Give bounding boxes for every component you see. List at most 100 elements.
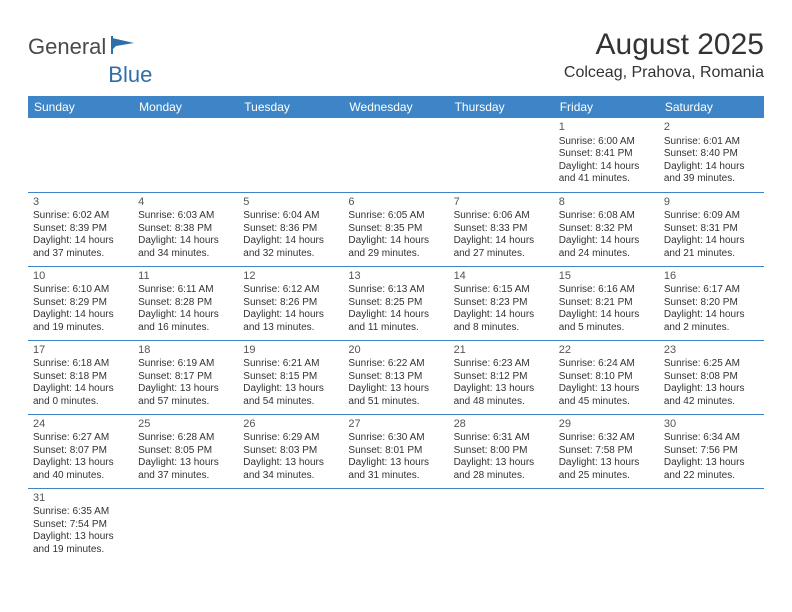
calendar-cell: 4Sunrise: 6:03 AMSunset: 8:38 PMDaylight… (133, 192, 238, 266)
daylight-text: Daylight: 14 hours (454, 309, 549, 322)
sunset-text: Sunset: 8:17 PM (138, 371, 233, 384)
sunrise-text: Sunrise: 6:35 AM (33, 506, 128, 519)
calendar-cell: 27Sunrise: 6:30 AMSunset: 8:01 PMDayligh… (343, 414, 448, 488)
calendar-cell: 25Sunrise: 6:28 AMSunset: 8:05 PMDayligh… (133, 414, 238, 488)
daylight-text: Daylight: 14 hours (664, 309, 759, 322)
daylight-text: and 19 minutes. (33, 322, 128, 335)
day-number: 11 (138, 270, 233, 284)
daylight-text: Daylight: 13 hours (664, 383, 759, 396)
calendar-cell: 3Sunrise: 6:02 AMSunset: 8:39 PMDaylight… (28, 192, 133, 266)
daylight-text: Daylight: 14 hours (454, 235, 549, 248)
calendar-row: 1Sunrise: 6:00 AMSunset: 8:41 PMDaylight… (28, 118, 764, 192)
sunset-text: Sunset: 8:03 PM (243, 445, 338, 458)
day-number: 5 (243, 196, 338, 210)
sunset-text: Sunset: 8:08 PM (664, 371, 759, 384)
sunrise-text: Sunrise: 6:06 AM (454, 210, 549, 223)
sunset-text: Sunset: 8:12 PM (454, 371, 549, 384)
daylight-text: and 29 minutes. (348, 248, 443, 261)
daylight-text: Daylight: 13 hours (138, 383, 233, 396)
daylight-text: and 24 minutes. (559, 248, 654, 261)
calendar-cell: 12Sunrise: 6:12 AMSunset: 8:26 PMDayligh… (238, 266, 343, 340)
calendar-cell-empty (238, 488, 343, 562)
weekday-header: Tuesday (238, 96, 343, 118)
sunrise-text: Sunrise: 6:29 AM (243, 432, 338, 445)
weekday-header: Thursday (449, 96, 554, 118)
calendar-cell: 18Sunrise: 6:19 AMSunset: 8:17 PMDayligh… (133, 340, 238, 414)
sunset-text: Sunset: 8:05 PM (138, 445, 233, 458)
calendar-cell: 24Sunrise: 6:27 AMSunset: 8:07 PMDayligh… (28, 414, 133, 488)
sunrise-text: Sunrise: 6:11 AM (138, 284, 233, 297)
calendar-page: General August 2025 Colceag, Prahova, Ro… (0, 0, 792, 562)
sunset-text: Sunset: 8:32 PM (559, 223, 654, 236)
month-title: August 2025 (564, 28, 764, 62)
calendar-head: SundayMondayTuesdayWednesdayThursdayFrid… (28, 96, 764, 118)
daylight-text: and 2 minutes. (664, 322, 759, 335)
title-block: August 2025 Colceag, Prahova, Romania (564, 28, 764, 82)
sunrise-text: Sunrise: 6:00 AM (559, 136, 654, 149)
sunset-text: Sunset: 8:35 PM (348, 223, 443, 236)
sunset-text: Sunset: 7:56 PM (664, 445, 759, 458)
daylight-text: Daylight: 13 hours (559, 457, 654, 470)
daylight-text: and 27 minutes. (454, 248, 549, 261)
sunset-text: Sunset: 8:00 PM (454, 445, 549, 458)
daylight-text: Daylight: 13 hours (33, 531, 128, 544)
sunrise-text: Sunrise: 6:32 AM (559, 432, 654, 445)
sunrise-text: Sunrise: 6:31 AM (454, 432, 549, 445)
sunrise-text: Sunrise: 6:15 AM (454, 284, 549, 297)
sunrise-text: Sunrise: 6:01 AM (664, 136, 759, 149)
day-number: 29 (559, 418, 654, 432)
sunset-text: Sunset: 8:38 PM (138, 223, 233, 236)
sunrise-text: Sunrise: 6:09 AM (664, 210, 759, 223)
sunrise-text: Sunrise: 6:18 AM (33, 358, 128, 371)
calendar-row: 17Sunrise: 6:18 AMSunset: 8:18 PMDayligh… (28, 340, 764, 414)
calendar-cell: 13Sunrise: 6:13 AMSunset: 8:25 PMDayligh… (343, 266, 448, 340)
daylight-text: Daylight: 14 hours (664, 235, 759, 248)
calendar-cell-empty (238, 118, 343, 192)
calendar-cell: 9Sunrise: 6:09 AMSunset: 8:31 PMDaylight… (659, 192, 764, 266)
day-number: 24 (33, 418, 128, 432)
calendar-cell: 21Sunrise: 6:23 AMSunset: 8:12 PMDayligh… (449, 340, 554, 414)
day-number: 16 (664, 270, 759, 284)
calendar-cell-empty (343, 118, 448, 192)
calendar-cell: 29Sunrise: 6:32 AMSunset: 7:58 PMDayligh… (554, 414, 659, 488)
daylight-text: and 45 minutes. (559, 396, 654, 409)
daylight-text: and 8 minutes. (454, 322, 549, 335)
sunrise-text: Sunrise: 6:04 AM (243, 210, 338, 223)
calendar-cell: 19Sunrise: 6:21 AMSunset: 8:15 PMDayligh… (238, 340, 343, 414)
daylight-text: and 40 minutes. (33, 470, 128, 483)
daylight-text: Daylight: 13 hours (33, 457, 128, 470)
daylight-text: and 34 minutes. (138, 248, 233, 261)
sunrise-text: Sunrise: 6:24 AM (559, 358, 654, 371)
calendar-cell: 8Sunrise: 6:08 AMSunset: 8:32 PMDaylight… (554, 192, 659, 266)
day-number: 2 (664, 121, 759, 135)
day-number: 12 (243, 270, 338, 284)
sunset-text: Sunset: 8:01 PM (348, 445, 443, 458)
day-number: 31 (33, 492, 128, 506)
sunset-text: Sunset: 8:20 PM (664, 297, 759, 310)
calendar-row: 3Sunrise: 6:02 AMSunset: 8:39 PMDaylight… (28, 192, 764, 266)
daylight-text: and 31 minutes. (348, 470, 443, 483)
sunset-text: Sunset: 8:15 PM (243, 371, 338, 384)
daylight-text: Daylight: 14 hours (138, 235, 233, 248)
sunrise-text: Sunrise: 6:17 AM (664, 284, 759, 297)
calendar-cell: 26Sunrise: 6:29 AMSunset: 8:03 PMDayligh… (238, 414, 343, 488)
sunset-text: Sunset: 8:23 PM (454, 297, 549, 310)
sunset-text: Sunset: 8:41 PM (559, 148, 654, 161)
daylight-text: Daylight: 13 hours (454, 383, 549, 396)
sunrise-text: Sunrise: 6:21 AM (243, 358, 338, 371)
day-number: 6 (348, 196, 443, 210)
calendar-cell-empty (449, 118, 554, 192)
daylight-text: Daylight: 14 hours (559, 235, 654, 248)
sunrise-text: Sunrise: 6:22 AM (348, 358, 443, 371)
location-label: Colceag, Prahova, Romania (564, 64, 764, 82)
day-number: 7 (454, 196, 549, 210)
daylight-text: and 16 minutes. (138, 322, 233, 335)
sunset-text: Sunset: 8:36 PM (243, 223, 338, 236)
calendar-cell-empty (659, 488, 764, 562)
calendar-cell-empty (343, 488, 448, 562)
calendar-cell-empty (133, 488, 238, 562)
daylight-text: and 37 minutes. (138, 470, 233, 483)
sunrise-text: Sunrise: 6:02 AM (33, 210, 128, 223)
day-number: 26 (243, 418, 338, 432)
calendar-cell: 5Sunrise: 6:04 AMSunset: 8:36 PMDaylight… (238, 192, 343, 266)
